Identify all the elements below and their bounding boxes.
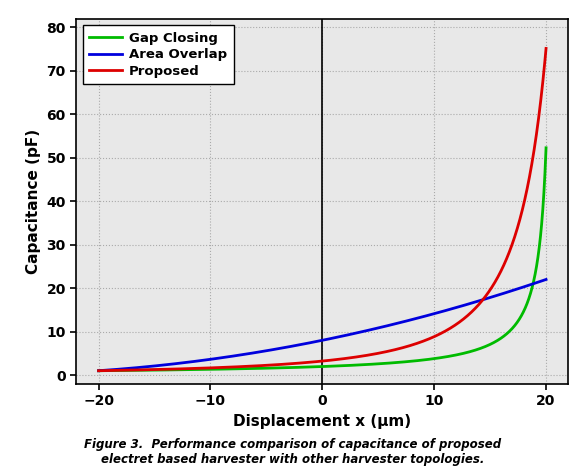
Gap Closing [363, 362, 370, 367]
Area Overlap [429, 311, 436, 317]
Area Overlap [95, 368, 102, 373]
Text: Figure 3.  Performance comparison of capacitance of proposed
electret based harv: Figure 3. Performance comparison of capa… [84, 438, 502, 466]
Area Overlap [463, 302, 470, 307]
Proposed [463, 314, 470, 319]
Proposed [176, 366, 183, 372]
Gap Closing [429, 356, 436, 362]
Line: Gap Closing: Gap Closing [98, 148, 546, 371]
X-axis label: Displacement x (μm): Displacement x (μm) [233, 414, 411, 429]
Gap Closing [543, 145, 550, 151]
Legend: Gap Closing, Area Overlap, Proposed: Gap Closing, Area Overlap, Proposed [83, 25, 234, 84]
Proposed [386, 348, 393, 354]
Gap Closing [463, 350, 470, 355]
Gap Closing [95, 368, 102, 373]
Gap Closing [176, 367, 183, 373]
Gap Closing [386, 360, 393, 366]
Proposed [266, 362, 273, 368]
Area Overlap [363, 328, 370, 333]
Proposed [543, 45, 550, 51]
Area Overlap [543, 277, 550, 282]
Line: Area Overlap: Area Overlap [98, 279, 546, 371]
Y-axis label: Capacitance (pF): Capacitance (pF) [26, 129, 41, 274]
Proposed [429, 335, 436, 340]
Area Overlap [176, 360, 183, 366]
Line: Proposed: Proposed [98, 48, 546, 371]
Proposed [363, 352, 370, 358]
Area Overlap [386, 322, 393, 328]
Gap Closing [266, 366, 273, 371]
Area Overlap [266, 347, 273, 353]
Proposed [95, 368, 102, 373]
